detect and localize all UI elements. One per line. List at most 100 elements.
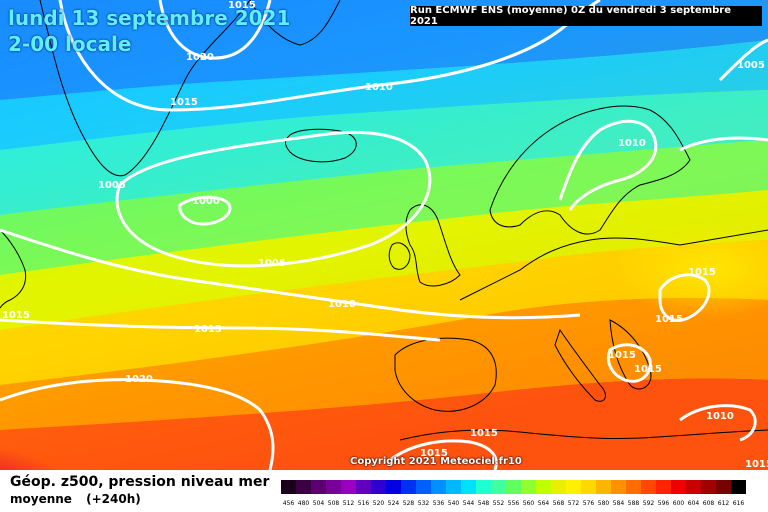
isobar-label: 1005 — [98, 180, 126, 191]
isobar-1015-north — [58, 0, 601, 112]
scale-tick-label: 544 — [463, 500, 475, 507]
scale-tick-label: 572 — [568, 500, 580, 507]
scale-swatch — [701, 480, 716, 494]
scale-tick-label: 596 — [658, 500, 670, 507]
scale-tick-label: 536 — [433, 500, 445, 507]
subtitle-lead: (+240h) — [86, 492, 141, 506]
scale-tick-label: 516 — [358, 500, 370, 507]
copyright: Copyright 2021 Meteociel.fr10 — [350, 456, 522, 467]
scale-swatch — [686, 480, 701, 494]
isobar-1015-balkans — [606, 343, 652, 383]
scale-swatch — [281, 480, 296, 494]
scale-tick-label: 560 — [523, 500, 535, 507]
isobar-label: 1015 — [745, 459, 768, 470]
scale-tick-label: 480 — [298, 500, 310, 507]
scale-swatch — [641, 480, 656, 494]
subtitle-mode: moyenne — [10, 492, 72, 506]
high-pressure-core — [0, 360, 260, 470]
isobar-label: 1010 — [706, 411, 734, 422]
isobar-label: 1015 — [228, 0, 256, 11]
isobar-1015-southwest — [389, 439, 498, 470]
scale-tick-label: 528 — [403, 500, 415, 507]
isobar-1010-mid — [0, 228, 581, 320]
scale-swatch — [341, 480, 356, 494]
isobar-label: 1010 — [328, 299, 356, 310]
scale-tick-label: 576 — [583, 500, 595, 507]
scale-swatch — [581, 480, 596, 494]
scale-tick-label: 524 — [388, 500, 400, 507]
isobar-label: 1015 — [608, 350, 636, 361]
band-teal — [0, 90, 768, 215]
isobar-1005-low — [115, 130, 432, 268]
scale-swatch — [566, 480, 581, 494]
scale-tick-label: 504 — [313, 500, 325, 507]
isobar-label: 1015 — [420, 448, 448, 459]
isobar-1005-northeast — [718, 38, 768, 82]
scale-swatch — [416, 480, 431, 494]
scale-swatch — [596, 480, 611, 494]
isobar-1020 — [158, 0, 272, 60]
scale-swatch — [521, 480, 536, 494]
legend-footer: Géop. z500, pression niveau mer moyenne … — [0, 470, 768, 512]
isobar-1020-south — [0, 378, 275, 470]
scale-tick-label: 588 — [628, 500, 640, 507]
scale-tick-label: 592 — [643, 500, 655, 507]
scale-tick-label: 540 — [448, 500, 460, 507]
scale-swatch — [551, 480, 566, 494]
scale-swatch — [401, 480, 416, 494]
scale-tick-label: 564 — [538, 500, 550, 507]
scale-swatch — [386, 480, 401, 494]
scale-swatch — [446, 480, 461, 494]
scale-swatch — [311, 480, 326, 494]
scale-swatch — [326, 480, 341, 494]
isobar-label: 1020 — [125, 374, 153, 385]
scale-swatch — [371, 480, 386, 494]
scale-tick-label: 584 — [613, 500, 625, 507]
scale-tick-label: 604 — [688, 500, 700, 507]
scale-swatch — [461, 480, 476, 494]
isobar-label: 1015 — [194, 324, 222, 335]
isobar-label: 1005 — [737, 60, 765, 71]
isobar-label: 1015 — [688, 267, 716, 278]
map-subtitle: moyenne (+240h) — [10, 492, 151, 506]
isobar-label: 1015 — [634, 364, 662, 375]
scale-swatch — [491, 480, 506, 494]
z500-map: 1015 1020 1015 1010 1005 1000 1005 1010 … — [0, 0, 768, 470]
scale-swatch — [716, 480, 731, 494]
isobar-label: 1015 — [470, 428, 498, 439]
isobar-1015-mid — [0, 318, 441, 342]
isobar-1015-east — [658, 273, 711, 322]
isobar-1010-northeast — [679, 136, 768, 152]
scale-swatch — [476, 480, 491, 494]
scale-tick-label: 616 — [733, 500, 745, 507]
coastlines — [0, 0, 768, 441]
scale-swatch — [626, 480, 641, 494]
scale-tick-label: 512 — [343, 500, 355, 507]
isobar-1010-scandinavia — [558, 119, 658, 211]
isobars — [0, 0, 768, 470]
isobar-1010-southeast — [679, 404, 757, 442]
scale-swatch — [506, 480, 521, 494]
isobar-label: 1010 — [365, 82, 393, 93]
scale-tick-label: 548 — [478, 500, 490, 507]
isobar-label: 1015 — [2, 310, 30, 321]
scale-swatch — [431, 480, 446, 494]
scale-tick-label: 600 — [673, 500, 685, 507]
isobar-label: 1005 — [258, 258, 286, 269]
scale-tick-label: 568 — [553, 500, 565, 507]
run-info: Run ECMWF ENS (moyenne) 0Z du vendredi 3… — [410, 5, 762, 27]
scale-tick-label: 456 — [283, 500, 295, 507]
scale-tick-label: 556 — [508, 500, 520, 507]
europe-ridge — [460, 190, 768, 350]
scale-tick-label: 532 — [418, 500, 430, 507]
band-green — [0, 140, 768, 275]
scale-tick-label: 608 — [703, 500, 715, 507]
scale-tick-label: 508 — [328, 500, 340, 507]
map-title: Géop. z500, pression niveau mer — [10, 474, 270, 490]
isobar-label: 1020 — [186, 52, 214, 63]
forecast-date: lundi 13 septembre 2021 — [8, 6, 291, 30]
scale-swatch — [656, 480, 671, 494]
color-scale: 456 480 504 508 512 516 520 524 528 532 536 540 544 5… — [281, 480, 746, 507]
scale-swatch — [671, 480, 686, 494]
